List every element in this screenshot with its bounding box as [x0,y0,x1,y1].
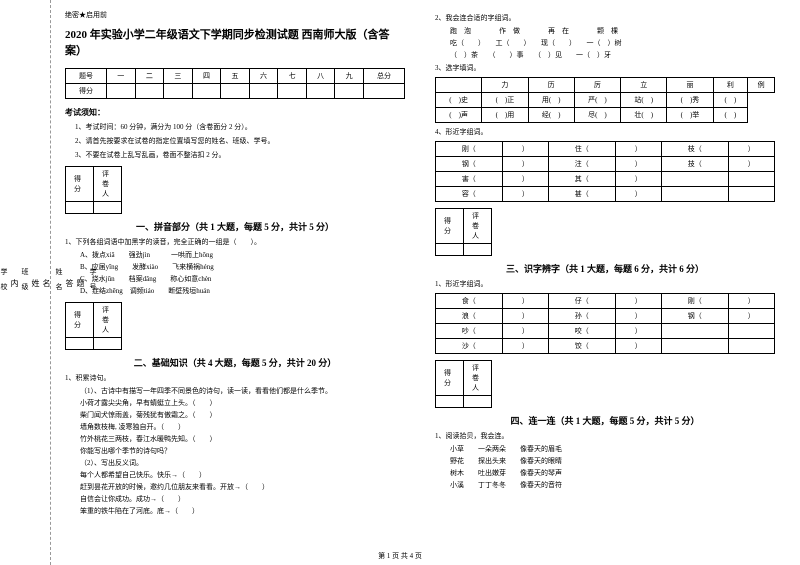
connect-line: 小溪 丁丁冬冬 像春天的音符 [450,480,775,490]
section-1-title: 一、拼音部分（共 1 大题，每题 5 分，共计 5 分） [65,220,405,233]
question: 3、选字填词。 [435,63,775,73]
word-line: 跑 泡 作 做 再 在 颗 棵 [450,26,775,36]
score-header: 九 [335,69,364,84]
score-header: 六 [249,69,278,84]
option: B、应届yīng 发酵xiào 飞来横祸héng [80,262,405,272]
fold-line [50,0,51,565]
char-select-table: 力 历 厉 立 丽 利 例 ( )史( )正用( )严( )站( )( )秀( … [435,77,775,123]
score-header: 总分 [363,69,404,84]
question: 2、我会连合适的字组词。 [435,13,775,23]
antonym-line: 赶到昙花开放的时候，邀约几位朋友来看看。开放→（ ） [80,482,405,492]
secret-label: 绝密★启用前 [65,10,405,20]
antonym-line: 笨重的铁牛陷在了河底。底→（ ） [80,506,405,516]
question: 4、形近字组词。 [435,127,775,137]
page-footer: 第 1 页 共 4 页 [0,551,800,561]
binding-margin: 学号题 答 姓名名 姓 班级 内 学校线 封 乡镇(街道)密 [0,0,50,565]
section-3-title: 三、识字辨字（共 1 大题，每题 6 分，共计 6 分） [435,262,775,275]
word-line: （ ）茶 （ ）事 （ ）见 一（ ）牙 [450,50,775,60]
score-header: 七 [278,69,307,84]
poem-line: 小荷才露尖尖角，早有蜻蜓立上头。（ ） [80,398,405,408]
question: 1、下列各组词语中加黑字的读音，完全正确的一组是（ ）。 [65,237,405,247]
left-column: 绝密★启用前 2020 年实验小学二年级语文下学期同步检测试题 西南师大版（含答… [50,10,420,565]
option: D、症结zhēng 调频tiáo 断壁残垣huán [80,286,405,296]
score-header: 五 [221,69,250,84]
score-row-label: 得分 [66,84,107,99]
mark-table: 得分评卷人 [435,208,492,256]
mark-table: 得分评卷人 [65,166,122,214]
word-line: 吃（ ） 工（ ） 现（ ） 一（ ）树 [450,38,775,48]
similar-char-table: 刚（）住（）枝（） 钢（）注（）技（） 害（）其（） 容（）甚（） [435,141,775,202]
sub-question: （2）、写出反义词。 [80,458,405,468]
poem-line: 柴门闻犬惊雨盖，菊残犹有傲霜之。（ ） [80,410,405,420]
antonym-line: 每个人都希望自己快乐。快乐→（ ） [80,470,405,480]
score-header: 一 [107,69,136,84]
question: 1、积累诗句。 [65,373,405,383]
poem-line: 竹外桃花三两枝，春江水暖鸭先知。（ ） [80,434,405,444]
sub-question: （1）、古诗中有描写一年四季不同景色的诗句，读一读，看看他们都是什么季节。 [80,386,405,396]
connect-line: 树木 吐出嫩芽 像春天的琴声 [450,468,775,478]
score-header: 四 [192,69,221,84]
connect-line: 野花 探出头来 像春天的眼睛 [450,456,775,466]
option: A、拨点xiǎ 强劲jìn 一哄而上hōng [80,250,405,260]
poem-line: 墙角数枝梅, 凌寒独自开。（ ） [80,422,405,432]
option: C、烧水jūn 档案dǎng 称心如意chèn [80,274,405,284]
score-table: 题号 一 二 三 四 五 六 七 八 九 总分 得分 [65,68,405,99]
notice-item: 1、考试时间：60 分钟，满分为 100 分（含卷面分 2 分）。 [75,122,405,132]
exam-title: 2020 年实验小学二年级语文下学期同步检测试题 西南师大版（含答案） [65,26,405,58]
score-header: 三 [164,69,193,84]
fold-char: 姓 [30,279,41,287]
question: 1、阅读拾贝，我会连。 [435,431,775,441]
poem-line: 你能写出哪个季节的诗句吗？ [80,446,405,456]
notice-item: 3、不要在试卷上乱写乱画，卷面不整洁扣 2 分。 [75,150,405,160]
section-4-title: 四、连一连（共 1 大题，每题 5 分，共计 5 分） [435,414,775,427]
similar-char-table-2: 食（）仔（）刚（） 浪（）孙（）钢（） 吵（）咬（） 沙（）饺（） [435,293,775,354]
mark-table: 得分评卷人 [65,302,122,350]
right-column: 2、我会连合适的字组词。 跑 泡 作 做 再 在 颗 棵 吃（ ） 工（ ） 现… [420,10,790,565]
question: 1、形近字组词。 [435,279,775,289]
notice-title: 考试须知： [65,107,405,118]
side-label: 学校 [0,268,9,298]
connect-line: 小草 一朵两朵 像春天的眉毛 [450,444,775,454]
antonym-line: 自信会让你成功。成功→（ ） [80,494,405,504]
section-2-title: 二、基础知识（共 4 大题，每题 5 分，共计 20 分） [65,356,405,369]
mark-table: 得分评卷人 [435,360,492,408]
score-header: 二 [135,69,164,84]
fold-char: 内 [9,279,20,287]
notice-item: 2、请首先按要求在试卷的指定位置填写您的姓名、班级、学号。 [75,136,405,146]
score-header: 八 [306,69,335,84]
score-header: 题号 [66,69,107,84]
side-label: 班级 [20,268,30,298]
